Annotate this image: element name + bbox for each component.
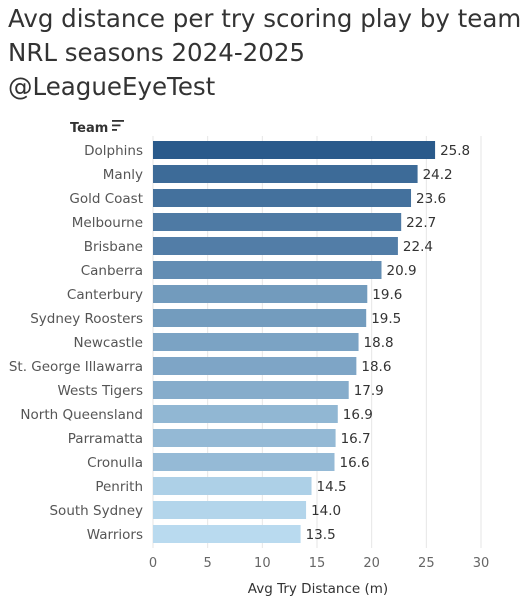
bar[interactable] <box>153 477 312 495</box>
category-header[interactable]: Team <box>70 121 108 136</box>
title-line-1: Avg distance per try scoring play by tea… <box>8 4 520 33</box>
value-label: 22.7 <box>406 215 436 231</box>
value-label: 14.5 <box>317 479 347 495</box>
value-label: 23.6 <box>416 191 446 207</box>
category-labels: Dolphins Manly Gold Coast Melbourne Brisbane… <box>9 143 143 543</box>
category-label: Brisbane <box>84 239 143 255</box>
x-tick-label: 15 <box>309 556 326 571</box>
x-axis-title: Avg Try Distance (m) <box>248 581 388 597</box>
category-label: Canberra <box>81 263 143 279</box>
bar[interactable] <box>153 237 398 255</box>
bar[interactable] <box>153 429 336 447</box>
title-line-2: NRL seasons 2024-2025 <box>8 38 306 67</box>
bars <box>153 141 436 543</box>
category-label: Melbourne <box>72 215 143 231</box>
category-label: South Sydney <box>49 503 143 519</box>
bar[interactable] <box>153 141 436 159</box>
bar[interactable] <box>153 405 338 423</box>
category-label: Penrith <box>95 479 143 495</box>
value-label: 19.5 <box>371 311 401 327</box>
value-label: 17.9 <box>354 383 384 399</box>
value-label: 20.9 <box>387 263 417 279</box>
bar[interactable] <box>153 381 349 399</box>
bar[interactable] <box>153 213 402 231</box>
x-tick-label: 5 <box>204 556 212 571</box>
value-label: 25.8 <box>440 143 470 159</box>
bar[interactable] <box>153 333 359 351</box>
bar[interactable] <box>153 525 301 543</box>
value-labels: 25.8 24.2 23.6 22.7 22.4 20.9 19.6 19.5 18.8 18.6… <box>306 143 471 543</box>
value-label: 18.8 <box>364 335 394 351</box>
category-label: Gold Coast <box>69 191 143 207</box>
category-label: Sydney Roosters <box>30 311 143 327</box>
bar[interactable] <box>153 453 335 471</box>
x-tick-labels: 0 5 10 15 20 25 30 <box>149 556 489 571</box>
x-tick-label: 10 <box>254 556 271 571</box>
category-label: St. George Illawarra <box>9 359 143 375</box>
category-label: Dolphins <box>84 143 143 159</box>
category-label: North Queensland <box>20 407 143 423</box>
sort-descending-icon[interactable] <box>112 120 124 131</box>
value-label: 16.6 <box>339 455 369 471</box>
bar[interactable] <box>153 189 412 207</box>
category-label: Cronulla <box>87 455 143 471</box>
value-label: 18.6 <box>361 359 391 375</box>
bar[interactable] <box>153 261 382 279</box>
value-label: 16.7 <box>341 431 371 447</box>
x-tick-label: 30 <box>473 556 490 571</box>
bar[interactable] <box>153 501 307 519</box>
category-label: Wests Tigers <box>57 383 143 399</box>
title-line-3: @LeagueEyeTest <box>8 72 216 101</box>
category-label: Parramatta <box>68 431 143 447</box>
bar[interactable] <box>153 357 357 375</box>
value-label: 13.5 <box>306 527 336 543</box>
category-label: Manly <box>103 167 143 183</box>
category-label: Newcastle <box>73 335 143 351</box>
x-tick-label: 0 <box>149 556 157 571</box>
category-label: Warriors <box>87 527 143 543</box>
value-label: 14.0 <box>311 503 341 519</box>
chart-title: Avg distance per try scoring play by tea… <box>8 2 520 104</box>
bar[interactable] <box>153 285 368 303</box>
value-label: 19.6 <box>372 287 402 303</box>
bar[interactable] <box>153 165 418 183</box>
value-label: 22.4 <box>403 239 433 255</box>
x-tick-label: 20 <box>363 556 380 571</box>
value-label: 16.9 <box>343 407 373 423</box>
category-label: Canterbury <box>67 287 143 303</box>
x-tick-label: 25 <box>418 556 435 571</box>
bar[interactable] <box>153 309 367 327</box>
value-label: 24.2 <box>423 167 453 183</box>
